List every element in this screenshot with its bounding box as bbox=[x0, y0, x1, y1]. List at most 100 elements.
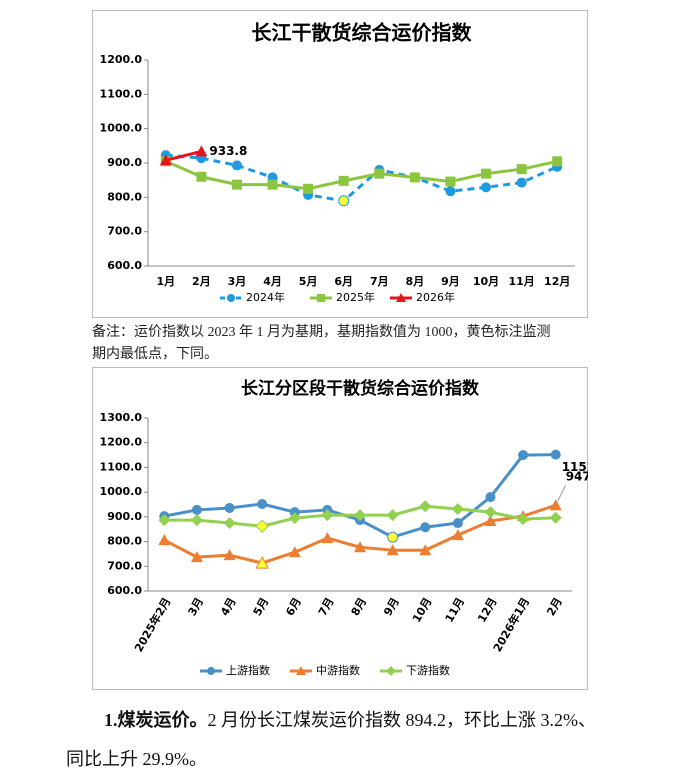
data-label: 933.8 bbox=[209, 144, 247, 158]
legend-label: 2026年 bbox=[416, 290, 455, 304]
x-tick-label: 7月 bbox=[316, 596, 337, 619]
marker bbox=[549, 511, 562, 524]
marker bbox=[255, 556, 269, 569]
marker bbox=[223, 549, 236, 561]
x-tick-label: 2025年2月 bbox=[131, 595, 173, 654]
marker bbox=[207, 667, 215, 675]
x-tick-label: 8月 bbox=[406, 275, 425, 288]
marker bbox=[190, 551, 203, 563]
marker bbox=[227, 294, 235, 302]
marker bbox=[231, 179, 242, 190]
x-tick-label: 8月 bbox=[349, 596, 370, 619]
marker bbox=[303, 183, 314, 194]
y-tick-label: 800.0 bbox=[107, 190, 142, 203]
x-tick-label: 9月 bbox=[441, 275, 460, 288]
x-tick-label: 12月 bbox=[544, 275, 570, 288]
y-tick-label: 900.0 bbox=[107, 156, 142, 169]
x-tick-label: 11月 bbox=[443, 596, 467, 625]
x-tick-label: 1月 bbox=[156, 275, 175, 288]
marker bbox=[552, 156, 563, 167]
marker bbox=[419, 500, 432, 513]
marker bbox=[354, 541, 366, 553]
marker bbox=[321, 509, 334, 522]
paragraph-line: 1.煤炭运价。2 月份长江煤炭运价指数 894.2，环比上涨 3.2%、 bbox=[104, 706, 596, 732]
marker bbox=[354, 509, 366, 522]
marker bbox=[231, 160, 242, 171]
chart-title: 长江分区段干散货综合运价指数 bbox=[241, 378, 480, 399]
chart: 长江干散货综合运价指数 600.0 700.0 800.0 900.0 1000.0 110… bbox=[92, 10, 588, 318]
series-line bbox=[165, 159, 558, 191]
label-leader bbox=[557, 485, 567, 502]
x-tick-label: 3月 bbox=[186, 596, 207, 619]
y-tick-label: 700.0 bbox=[107, 225, 142, 238]
marker bbox=[484, 506, 497, 519]
marker bbox=[257, 499, 268, 510]
x-tick-label: 6月 bbox=[283, 596, 304, 619]
marker bbox=[451, 529, 464, 541]
y-tick-label: 600.0 bbox=[107, 584, 142, 597]
marker bbox=[516, 177, 527, 188]
marker bbox=[484, 515, 497, 527]
y-tick-label: 600.0 bbox=[107, 259, 142, 272]
x-tick-label: 10月 bbox=[410, 596, 434, 625]
y-tick-label: 1300.0 bbox=[100, 411, 143, 424]
marker bbox=[517, 513, 530, 526]
marker bbox=[224, 502, 235, 513]
x-tick-label: 3月 bbox=[228, 275, 247, 288]
marker bbox=[338, 175, 349, 186]
marker bbox=[196, 171, 207, 182]
marker bbox=[481, 182, 492, 193]
y-tick-label: 1200.0 bbox=[100, 53, 143, 66]
marker bbox=[195, 145, 208, 157]
x-tick-label: 12月 bbox=[475, 596, 499, 625]
chart-title: 长江干散货综合运价指数 bbox=[252, 21, 473, 45]
marker bbox=[158, 514, 171, 527]
y-tick-label: 800.0 bbox=[107, 535, 142, 548]
note-line: 备注：运价指数以 2023 年 1 月为基期，基期指数值为 1000，黄色标注监… bbox=[92, 325, 551, 340]
marker bbox=[191, 504, 202, 515]
marker bbox=[386, 544, 399, 556]
legend-label: 2025年 bbox=[336, 290, 375, 304]
x-tick-label: 6月 bbox=[334, 275, 353, 288]
marker bbox=[223, 517, 236, 530]
marker bbox=[409, 172, 420, 183]
series-line bbox=[165, 153, 558, 203]
marker bbox=[419, 544, 432, 556]
marker bbox=[451, 502, 464, 515]
legend-label: 中游指数 bbox=[316, 663, 360, 677]
marker bbox=[386, 666, 396, 676]
marker bbox=[516, 164, 527, 175]
marker bbox=[338, 195, 350, 207]
marker bbox=[445, 176, 456, 187]
y-tick-label: 1100.0 bbox=[100, 87, 143, 100]
marker bbox=[374, 168, 385, 179]
marker bbox=[387, 531, 399, 543]
marker bbox=[321, 532, 334, 544]
y-tick-label: 1000.0 bbox=[100, 485, 143, 498]
marker bbox=[452, 518, 463, 529]
marker bbox=[296, 666, 306, 675]
x-tick-label: 5月 bbox=[299, 275, 318, 288]
x-tick-label: 2月 bbox=[192, 275, 211, 288]
chart-border bbox=[92, 367, 588, 690]
note-line: 期内最低点，下同。 bbox=[92, 347, 218, 362]
paragraph-line: 同比上升 29.9%。 bbox=[66, 749, 207, 769]
marker bbox=[481, 168, 492, 179]
marker bbox=[288, 546, 301, 558]
x-tick-label: 5月 bbox=[251, 596, 272, 619]
marker bbox=[255, 519, 269, 533]
marker bbox=[549, 499, 562, 511]
legend-label: 2024年 bbox=[246, 290, 285, 304]
x-tick-label: 4月 bbox=[218, 596, 239, 619]
series-line bbox=[165, 149, 202, 162]
x-tick-label: 11月 bbox=[508, 275, 534, 288]
x-tick-label: 10月 bbox=[473, 275, 499, 288]
marker bbox=[485, 492, 496, 503]
chart-border bbox=[92, 10, 588, 318]
y-tick-label: 700.0 bbox=[107, 559, 142, 572]
y-tick-label: 1200.0 bbox=[100, 436, 143, 449]
marker bbox=[317, 294, 325, 302]
marker bbox=[158, 534, 171, 546]
y-tick-label: 1000.0 bbox=[100, 122, 143, 135]
